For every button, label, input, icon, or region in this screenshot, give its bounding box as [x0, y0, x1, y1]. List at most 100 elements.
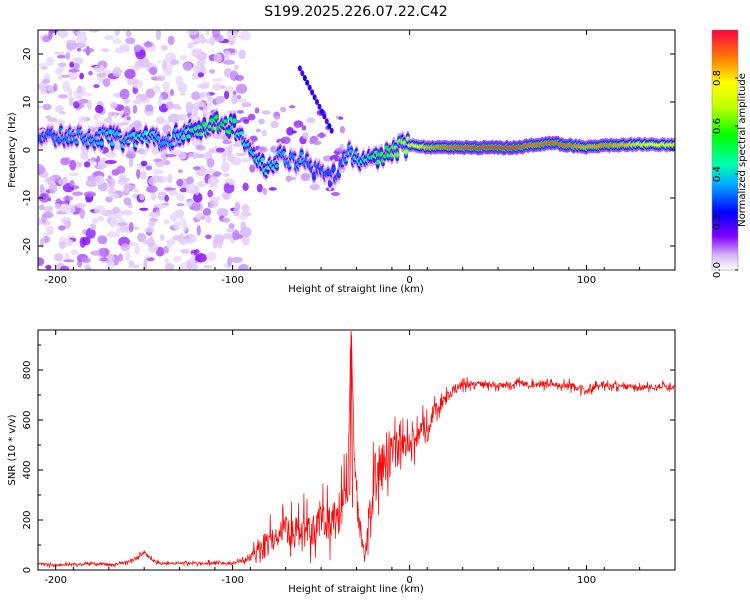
- spectrogram-noise-blob: [221, 162, 230, 173]
- spectrogram-noise-blob: [54, 203, 61, 210]
- spectrogram-noise-blob: [196, 181, 208, 187]
- spectrogram-noise-blob: [273, 115, 281, 120]
- spectrogram-noise-blob: [186, 176, 194, 185]
- spectrogram-noise-blob: [57, 73, 63, 81]
- spectrogram-noise-blob: [58, 200, 69, 204]
- spectrogram-noise-blob: [91, 217, 98, 225]
- spectrogram-noise-blob: [155, 30, 161, 40]
- spectrogram-noise-blob: [179, 92, 186, 96]
- spectrogram-noise-blob: [186, 183, 198, 195]
- spectrogram-noise-blob: [69, 61, 74, 68]
- spectrogram-noise-blob: [149, 66, 158, 75]
- spectrogram-noise-blob: [128, 264, 141, 269]
- spectrogram-noise-blob: [43, 236, 49, 244]
- spectrogram-noise-blob: [95, 177, 101, 183]
- spectrogram-ridge-mark: [99, 140, 104, 146]
- spectrogram-y-tick-label: -20: [22, 238, 33, 254]
- spectrogram-noise-blob: [78, 98, 89, 104]
- spectrogram-noise-blob: [242, 182, 249, 191]
- spectrogram-ridge-mark: [232, 118, 237, 124]
- spectrogram-noise-blob: [112, 206, 121, 214]
- spectrogram-noise-blob: [128, 221, 134, 233]
- spectrogram-noise-blob: [223, 182, 235, 194]
- spectrogram-noise-blob: [186, 101, 192, 109]
- spectrogram-noise-blob: [140, 170, 147, 180]
- spectrogram-noise-blob: [228, 143, 233, 153]
- snr-x-label: Height of straight line (km): [288, 584, 424, 595]
- spectrogram-noise-blob: [64, 219, 71, 229]
- spectrogram-noise-blob: [287, 176, 297, 181]
- spectrogram-noise-blob: [150, 192, 157, 201]
- spectrogram-noise-blob: [302, 132, 309, 140]
- spectrogram-noise-blob: [176, 193, 185, 202]
- spectrogram-noise-blob: [212, 240, 218, 249]
- spectrogram-noise-blob: [197, 72, 204, 78]
- spectrogram-noise-blob: [228, 181, 235, 186]
- spectrogram-noise-blob: [215, 95, 225, 104]
- spectrogram-noise-blob: [97, 165, 105, 170]
- spectrogram-noise-blob: [210, 178, 216, 186]
- spectrogram-noise-blob: [69, 179, 75, 188]
- spectrogram-noise-blob: [205, 38, 214, 44]
- spectrogram-noise-blob: [113, 113, 117, 119]
- spectrogram-noise-blob: [192, 166, 201, 171]
- colorbar-tick-label: 0.6: [712, 118, 723, 134]
- spectrogram-noise-blob: [176, 178, 184, 187]
- spectrogram-noise-blob: [61, 74, 70, 78]
- spectrogram-noise-blob: [232, 90, 237, 95]
- spectrogram-noise-blob: [212, 171, 222, 176]
- spectrogram-noise-blob: [192, 108, 198, 117]
- spectrogram-noise-blob: [157, 98, 163, 107]
- spectrogram-noise-blob: [176, 203, 185, 207]
- spectrogram-noise-blob: [152, 169, 164, 175]
- spectrogram-noise-blob: [289, 105, 296, 109]
- snr-panel: -200 -100 0 100 0 200 400 600 800 Height of str…: [7, 329, 676, 595]
- snr-background: [38, 330, 675, 570]
- spectrogram-noise-blob: [203, 265, 213, 269]
- spectrogram-noise-blob: [57, 94, 69, 99]
- spectrogram-noise-blob: [97, 215, 105, 222]
- snr-x-tick-label: 0: [406, 575, 412, 586]
- snr-marks: [38, 331, 675, 569]
- spectrogram-noise-blob: [121, 209, 133, 216]
- spectrogram-noise-blob: [94, 205, 106, 215]
- spectrogram-noise-blob: [172, 103, 180, 110]
- spectrogram-noise-blob: [239, 30, 251, 41]
- spectrogram-noise-blob: [144, 104, 154, 112]
- spectrogram-noise-blob: [125, 30, 132, 38]
- spectrogram-noise-blob: [193, 192, 203, 203]
- spectrogram-noise-blob: [62, 195, 74, 201]
- spectrogram-streak-blob: [297, 65, 302, 72]
- spectrogram-noise-blob: [38, 192, 50, 203]
- spectrogram-noise-blob: [249, 164, 256, 173]
- spectrogram-noise-blob: [153, 158, 163, 162]
- snr-y-tick-label: 800: [22, 360, 33, 379]
- colorbar-tick-label: 0.4: [712, 166, 723, 182]
- spectrogram-noise-blob: [194, 100, 206, 108]
- spectrogram-noise-blob: [190, 253, 195, 262]
- spectrogram-noise-blob: [89, 223, 97, 231]
- spectrogram-noise-blob: [187, 42, 194, 49]
- spectrogram-noise-blob: [143, 41, 153, 48]
- spectrogram-noise-blob: [116, 227, 120, 239]
- figure-title: S199.2025.226.07.22.C42: [264, 4, 447, 20]
- spectrogram-noise-blob: [106, 231, 118, 238]
- spectrogram-noise-blob: [87, 99, 92, 111]
- spectrogram-noise-blob: [243, 119, 250, 124]
- spectrogram-noise-blob: [262, 187, 267, 196]
- spectrogram-noise-blob: [90, 157, 96, 161]
- spectrogram-noise-blob: [79, 236, 86, 248]
- spectrogram-ridge-mark: [327, 181, 333, 186]
- spectrogram-noise-blob: [163, 160, 171, 166]
- spectrogram-noise-blob: [206, 251, 217, 262]
- snr-y-tick-label: 200: [22, 510, 33, 529]
- spectrogram-ridge-mark: [311, 173, 317, 179]
- spectrogram-noise-blob: [82, 47, 95, 53]
- spectrogram-ridge-mark: [403, 149, 409, 155]
- spectrogram-noise-blob: [222, 140, 232, 145]
- spectrogram-noise-blob: [195, 253, 208, 263]
- snr-x-tick-label: -200: [44, 575, 67, 586]
- spectrogram-noise-blob: [254, 107, 260, 114]
- spectrogram-noise-blob: [170, 59, 180, 66]
